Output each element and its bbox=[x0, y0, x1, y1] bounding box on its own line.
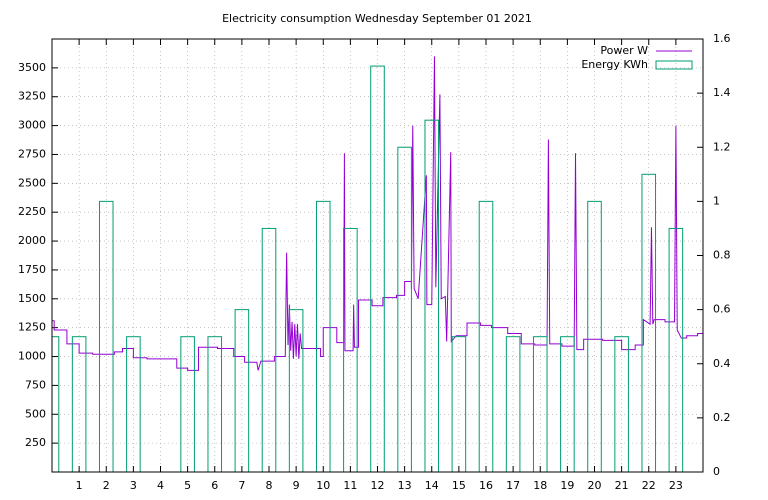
energy-box bbox=[397, 146, 412, 472]
y-tick-label: 1500 bbox=[18, 292, 46, 305]
energy-box bbox=[668, 227, 684, 472]
y-tick-label: 1000 bbox=[18, 350, 46, 363]
legend-swatch bbox=[655, 60, 693, 70]
energy-box bbox=[288, 309, 304, 472]
y2-tick-label: 1 bbox=[713, 194, 720, 207]
y2-tick-label: 0.4 bbox=[713, 357, 731, 370]
y-tick-label: 750 bbox=[25, 378, 46, 391]
energy-box bbox=[505, 336, 521, 472]
energy-box bbox=[234, 309, 250, 472]
y2-tick-label: 0.8 bbox=[713, 249, 731, 262]
plot-frame bbox=[51, 38, 704, 473]
x-tick-label: 19 bbox=[560, 479, 574, 492]
energy-box bbox=[52, 336, 60, 472]
x-tick-label: 4 bbox=[157, 479, 164, 492]
y2-tick-label: 1.2 bbox=[713, 140, 731, 153]
y-tick-label: 3000 bbox=[18, 119, 46, 132]
x-tick-label: 22 bbox=[642, 479, 656, 492]
energy-box bbox=[587, 200, 602, 472]
x-tick-label: 17 bbox=[506, 479, 520, 492]
x-tick-label: 20 bbox=[588, 479, 602, 492]
power-line bbox=[52, 56, 703, 371]
legend-label: Energy KWh bbox=[581, 58, 648, 71]
y2-tick-label: 0 bbox=[713, 465, 720, 478]
x-tick-label: 6 bbox=[211, 479, 218, 492]
chart-title: Electricity consumption Wednesday Septem… bbox=[222, 12, 532, 25]
y2-tick-label: 1.6 bbox=[713, 32, 731, 45]
x-tick-label: 8 bbox=[266, 479, 273, 492]
y-tick-label: 1750 bbox=[18, 263, 46, 276]
x-tick-label: 3 bbox=[130, 479, 137, 492]
y2-tick-label: 1.4 bbox=[713, 86, 731, 99]
y-tick-label: 2750 bbox=[18, 147, 46, 160]
y-tick-label: 3500 bbox=[18, 61, 46, 74]
y-tick-label: 250 bbox=[25, 436, 46, 449]
x-tick-label: 7 bbox=[238, 479, 245, 492]
energy-box bbox=[207, 336, 223, 472]
x-tick-label: 10 bbox=[316, 479, 330, 492]
x-tick-label: 15 bbox=[452, 479, 466, 492]
energy-box bbox=[98, 200, 114, 472]
energy-box bbox=[343, 227, 358, 472]
energy-box bbox=[641, 173, 657, 472]
y-tick-label: 2500 bbox=[18, 176, 46, 189]
energy-box bbox=[424, 119, 440, 472]
x-tick-label: 9 bbox=[293, 479, 300, 492]
y-tick-label: 2000 bbox=[18, 234, 46, 247]
legend-label: Power W bbox=[600, 44, 648, 57]
energy-box bbox=[261, 227, 277, 472]
y2-tick-label: 0.6 bbox=[713, 303, 731, 316]
x-tick-label: 12 bbox=[371, 479, 385, 492]
x-tick-label: 21 bbox=[615, 479, 629, 492]
y-tick-label: 3250 bbox=[18, 90, 46, 103]
y2-tick-label: 0.2 bbox=[713, 411, 731, 424]
x-tick-label: 5 bbox=[184, 479, 191, 492]
energy-box bbox=[315, 200, 331, 472]
plot-area bbox=[52, 56, 703, 472]
energy-box bbox=[614, 336, 629, 472]
y-tick-label: 500 bbox=[25, 407, 46, 420]
x-tick-label: 11 bbox=[343, 479, 357, 492]
energy-box bbox=[532, 336, 548, 472]
y-tick-label: 1250 bbox=[18, 321, 46, 334]
x-tick-label: 2 bbox=[103, 479, 110, 492]
energy-box bbox=[451, 336, 467, 472]
y-tick-label: 2250 bbox=[18, 205, 46, 218]
x-tick-label: 1 bbox=[76, 479, 83, 492]
x-tick-label: 23 bbox=[669, 479, 683, 492]
x-tick-label: 16 bbox=[479, 479, 493, 492]
energy-box bbox=[478, 200, 494, 472]
energy-box bbox=[126, 336, 141, 472]
energy-box bbox=[71, 336, 87, 472]
x-tick-label: 14 bbox=[425, 479, 439, 492]
x-tick-label: 18 bbox=[533, 479, 547, 492]
energy-box bbox=[370, 65, 385, 472]
energy-box bbox=[180, 336, 195, 472]
x-tick-label: 13 bbox=[398, 479, 412, 492]
energy-box bbox=[560, 336, 575, 472]
